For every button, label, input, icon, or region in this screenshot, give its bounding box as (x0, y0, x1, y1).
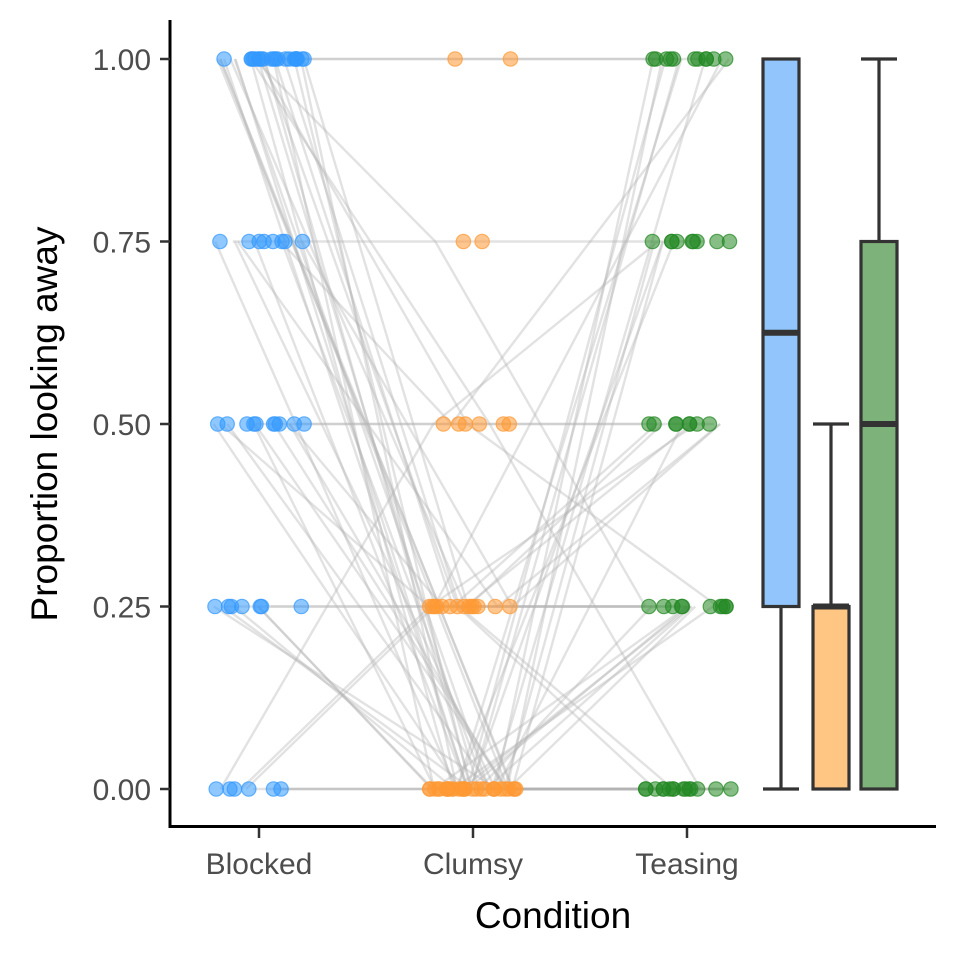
data-point-blocked (293, 598, 310, 615)
box-clumsy (811, 604, 851, 791)
data-point-blocked (240, 781, 257, 797)
y-axis-title: Proportion looking away (24, 226, 65, 621)
y-tick-label: 0.75 (93, 227, 151, 260)
x-tick-label: Teasing (635, 848, 738, 881)
data-point-blocked (267, 416, 284, 432)
data-point-blocked (234, 598, 250, 615)
x-axis-ticks: Blocked Clumsy Teasing (206, 828, 739, 881)
y-tick-label: 0.50 (93, 409, 151, 442)
x-axis-title: Condition (475, 895, 631, 936)
data-point-clumsy (455, 233, 472, 250)
data-point-teasing (685, 233, 701, 250)
data-point-teasing (641, 598, 657, 615)
data-point-blocked (294, 233, 311, 250)
x-tick-label: Clumsy (423, 848, 523, 881)
data-point-blocked (207, 598, 223, 615)
data-point-teasing (709, 233, 725, 250)
data-point-blocked (252, 598, 269, 615)
data-point-teasing (708, 781, 724, 797)
data-point-clumsy (471, 416, 488, 432)
data-point-teasing (669, 233, 685, 250)
data-point-teasing (644, 233, 661, 250)
data-point-blocked (219, 416, 235, 432)
paired-line (302, 58, 664, 609)
data-point-clumsy (507, 781, 524, 797)
data-point-blocked (296, 416, 312, 432)
data-points (207, 51, 739, 797)
data-point-blocked (212, 233, 228, 250)
paired-line (253, 58, 647, 608)
data-point-teasing (646, 416, 662, 432)
data-point-blocked (296, 51, 312, 67)
data-point-clumsy (428, 598, 445, 615)
data-point-blocked (208, 781, 225, 797)
y-tick-label: 0.00 (93, 774, 151, 807)
data-point-blocked (251, 233, 268, 250)
data-point-teasing (656, 598, 672, 615)
box-teasing (859, 239, 899, 791)
data-point-blocked (273, 781, 289, 797)
data-point-clumsy (473, 781, 489, 797)
data-point-teasing (689, 416, 705, 432)
y-axis-ticks: 0.00 0.25 0.50 0.75 1.00 (93, 44, 170, 807)
data-point-blocked (226, 781, 243, 797)
data-point-teasing (667, 416, 684, 432)
data-point-clumsy (470, 598, 486, 615)
data-point-teasing (698, 51, 715, 67)
data-point-clumsy (457, 416, 474, 432)
data-point-clumsy (431, 781, 448, 797)
data-point-blocked (248, 416, 264, 432)
data-point-clumsy (502, 51, 519, 67)
data-point-blocked (277, 233, 293, 250)
data-point-teasing (681, 781, 697, 797)
data-point-clumsy (474, 233, 490, 250)
data-point-clumsy (444, 781, 461, 797)
data-point-teasing (645, 51, 661, 67)
data-point-teasing (723, 781, 739, 797)
boxplots (761, 57, 899, 791)
data-point-clumsy (435, 416, 452, 432)
data-point-teasing (655, 781, 672, 797)
data-point-teasing (658, 51, 675, 67)
paired-line (249, 58, 702, 790)
data-point-blocked (216, 51, 232, 67)
data-point-blocked (281, 51, 298, 67)
data-point-teasing (714, 598, 731, 615)
paired-line (219, 240, 659, 790)
y-tick-label: 0.25 (93, 592, 151, 625)
data-point-clumsy (447, 51, 463, 67)
data-point-clumsy (487, 598, 504, 615)
data-point-clumsy (501, 416, 518, 432)
y-tick-label: 1.00 (93, 44, 151, 77)
data-point-blocked (245, 51, 262, 67)
data-point-clumsy (502, 598, 518, 615)
x-tick-label: Blocked (206, 848, 313, 881)
data-point-blocked (263, 51, 280, 67)
